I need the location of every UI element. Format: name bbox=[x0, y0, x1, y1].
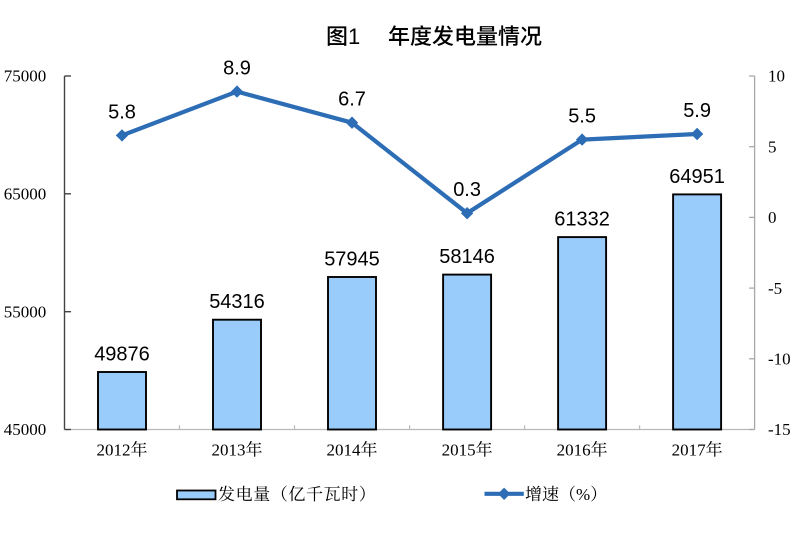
svg-text:1: 1 bbox=[348, 24, 360, 49]
svg-text:65000: 65000 bbox=[4, 185, 47, 204]
svg-text:0.3: 0.3 bbox=[453, 179, 481, 201]
svg-text:49876: 49876 bbox=[94, 344, 150, 366]
svg-text:5: 5 bbox=[768, 137, 777, 156]
svg-text:8.9: 8.9 bbox=[223, 58, 251, 80]
svg-text:2012: 2012 bbox=[97, 441, 131, 460]
svg-text:2016: 2016 bbox=[557, 441, 591, 460]
svg-text:-5: -5 bbox=[768, 279, 782, 298]
svg-text:-15: -15 bbox=[768, 420, 791, 439]
svg-text:6.7: 6.7 bbox=[338, 89, 366, 111]
svg-text:10: 10 bbox=[768, 67, 785, 86]
svg-text:54316: 54316 bbox=[209, 291, 265, 313]
svg-text:5.9: 5.9 bbox=[683, 100, 711, 122]
svg-text:2015: 2015 bbox=[442, 441, 476, 460]
svg-text:64951: 64951 bbox=[669, 166, 725, 188]
svg-text:75000: 75000 bbox=[4, 67, 47, 86]
svg-text:-10: -10 bbox=[768, 350, 791, 369]
svg-text:45000: 45000 bbox=[4, 420, 47, 439]
svg-text:2017: 2017 bbox=[672, 441, 707, 460]
svg-text:57945: 57945 bbox=[324, 249, 380, 271]
svg-text:5.8: 5.8 bbox=[108, 101, 136, 123]
svg-text:2013: 2013 bbox=[212, 441, 246, 460]
svg-text:58146: 58146 bbox=[439, 246, 495, 268]
svg-text:%: % bbox=[576, 485, 590, 504]
svg-text:55000: 55000 bbox=[4, 302, 47, 321]
svg-text:0: 0 bbox=[768, 208, 777, 227]
svg-text:61332: 61332 bbox=[554, 209, 610, 231]
svg-text:2014: 2014 bbox=[327, 441, 362, 460]
svg-text:5.5: 5.5 bbox=[568, 106, 596, 128]
